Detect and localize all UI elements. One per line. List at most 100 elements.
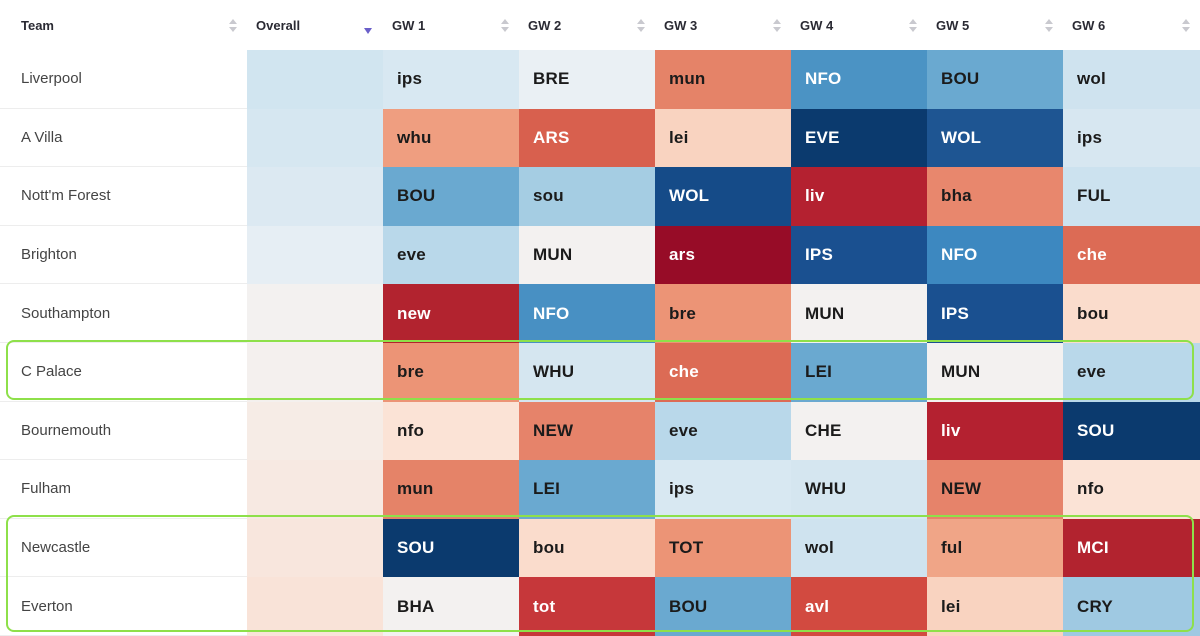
opponent-code: liv <box>805 186 825 206</box>
opponent-code: eve <box>397 245 426 265</box>
fixture-cell-gw-1: nfo <box>383 401 519 461</box>
fixture-cell-gw-5: NEW <box>927 460 1063 519</box>
opponent-code: new <box>397 303 431 323</box>
fixture-cell-gw-2: WHU <box>519 343 655 402</box>
fixture-cell-gw-2: ARS <box>519 108 655 168</box>
sort-descending-icon[interactable] <box>364 28 372 34</box>
header-gw-2[interactable]: GW 2 <box>519 0 655 50</box>
header-gw-1[interactable]: GW 1 <box>383 0 519 50</box>
fixture-cell-gw-2: BRE <box>519 50 655 109</box>
header-gw-label: GW 4 <box>800 17 834 33</box>
sort-arrows-icon[interactable] <box>229 19 237 33</box>
opponent-code: TOT <box>669 538 704 558</box>
fixture-cell-gw-1: eve <box>383 225 519 285</box>
team-name: Newcastle <box>21 539 91 557</box>
opponent-code: MCI <box>1077 538 1109 558</box>
header-team[interactable]: Team <box>0 0 247 50</box>
opponent-code: SOU <box>1077 420 1115 440</box>
fixture-cell-gw-6: MCI <box>1063 518 1200 578</box>
fixture-cell-gw-1: whu <box>383 108 519 168</box>
fixture-cell-gw-6: bou <box>1063 284 1200 343</box>
fixture-cell-gw-4: EVE <box>791 108 927 168</box>
fixture-cell-gw-3: mun <box>655 50 791 109</box>
team-name-cell: Everton <box>0 577 247 636</box>
sort-arrows-icon[interactable] <box>1182 19 1190 33</box>
header-gw-label: GW 1 <box>392 17 426 33</box>
header-gw-4[interactable]: GW 4 <box>791 0 927 50</box>
fixture-cell-gw-1: new <box>383 284 519 343</box>
fixture-cell-gw-5: NFO <box>927 225 1063 285</box>
team-name-cell: C Palace <box>0 343 247 402</box>
team-name: Southampton <box>21 304 111 322</box>
overall-difficulty-cell <box>247 518 383 578</box>
header-gw-5[interactable]: GW 5 <box>927 0 1063 50</box>
team-name: Nott'm Forest <box>21 187 111 205</box>
fixture-cell-gw-5: BOU <box>927 50 1063 109</box>
overall-difficulty-cell <box>247 284 383 343</box>
header-gw-3[interactable]: GW 3 <box>655 0 791 50</box>
header-overall-label: Overall <box>256 17 301 33</box>
opponent-code: avl <box>805 596 830 616</box>
header-gw-label: GW 6 <box>1072 17 1106 33</box>
fixture-cell-gw-4: CHE <box>791 401 927 461</box>
fixture-cell-gw-1: BOU <box>383 167 519 226</box>
fixture-cell-gw-5: IPS <box>927 284 1063 343</box>
fixture-cell-gw-5: liv <box>927 401 1063 461</box>
opponent-code: bou <box>533 538 565 558</box>
opponent-code: bre <box>669 303 697 323</box>
overall-difficulty-cell <box>247 108 383 168</box>
opponent-code: IPS <box>805 245 834 265</box>
header-overall[interactable]: Overall <box>247 0 383 50</box>
fixture-cell-gw-6: wol <box>1063 50 1200 109</box>
table-row: Newcastle SOU bou TOT wol ful MCI <box>0 518 1200 578</box>
fixture-cell-gw-2: NFO <box>519 284 655 343</box>
table-row: Liverpool ips BRE mun NFO BOU wol <box>0 50 1200 109</box>
opponent-code: liv <box>941 420 961 440</box>
table-header-row: Team Overall GW 1 GW 2 GW 3 GW 4 GW 5 G <box>0 0 1200 50</box>
opponent-code: eve <box>1077 362 1106 382</box>
team-name-cell: Fulham <box>0 460 247 519</box>
opponent-code: nfo <box>397 420 425 440</box>
fixture-cell-gw-6: FUL <box>1063 167 1200 226</box>
team-name-cell: Southampton <box>0 284 247 343</box>
table-row: Southampton new NFO bre MUN IPS bou <box>0 284 1200 343</box>
sort-arrows-icon[interactable] <box>501 19 509 33</box>
header-gw-6[interactable]: GW 6 <box>1063 0 1200 50</box>
fixture-cell-gw-4: MUN <box>791 284 927 343</box>
overall-difficulty-cell <box>247 225 383 285</box>
opponent-code: bou <box>1077 303 1109 323</box>
opponent-code: mun <box>397 479 434 499</box>
sort-arrows-icon[interactable] <box>773 19 781 33</box>
sort-arrows-icon[interactable] <box>637 19 645 33</box>
sort-arrows-icon[interactable] <box>1045 19 1053 33</box>
opponent-code: CHE <box>805 420 842 440</box>
opponent-code: ips <box>669 479 695 499</box>
header-team-label: Team <box>21 17 54 33</box>
opponent-code: MUN <box>805 303 845 323</box>
opponent-code: mun <box>669 69 706 89</box>
fixture-cell-gw-5: ful <box>927 518 1063 578</box>
fixture-cell-gw-4: liv <box>791 167 927 226</box>
table-row: A Villa whu ARS lei EVE WOL ips <box>0 108 1200 168</box>
team-name: Everton <box>21 597 73 615</box>
opponent-code: wol <box>1077 69 1106 89</box>
team-name-cell: Nott'm Forest <box>0 167 247 226</box>
opponent-code: BOU <box>669 596 708 616</box>
opponent-code: ARS <box>533 127 570 147</box>
sort-arrows-icon[interactable] <box>909 19 917 33</box>
fixture-cell-gw-5: lei <box>927 577 1063 636</box>
fixture-cell-gw-3: bre <box>655 284 791 343</box>
overall-difficulty-cell <box>247 577 383 636</box>
team-name-cell: Bournemouth <box>0 402 247 461</box>
fixture-cell-gw-1: ips <box>383 50 519 109</box>
opponent-code: WHU <box>533 362 575 382</box>
overall-difficulty-cell <box>247 343 383 402</box>
opponent-code: LEI <box>805 362 833 382</box>
table-row: Everton BHA tot BOU avl lei CRY <box>0 577 1200 636</box>
opponent-code: FUL <box>1077 186 1111 206</box>
overall-difficulty-cell <box>247 167 383 226</box>
opponent-code: WOL <box>669 186 710 206</box>
opponent-code: bha <box>941 186 972 206</box>
fixture-cell-gw-1: BHA <box>383 577 519 636</box>
fixture-cell-gw-6: SOU <box>1063 401 1200 461</box>
